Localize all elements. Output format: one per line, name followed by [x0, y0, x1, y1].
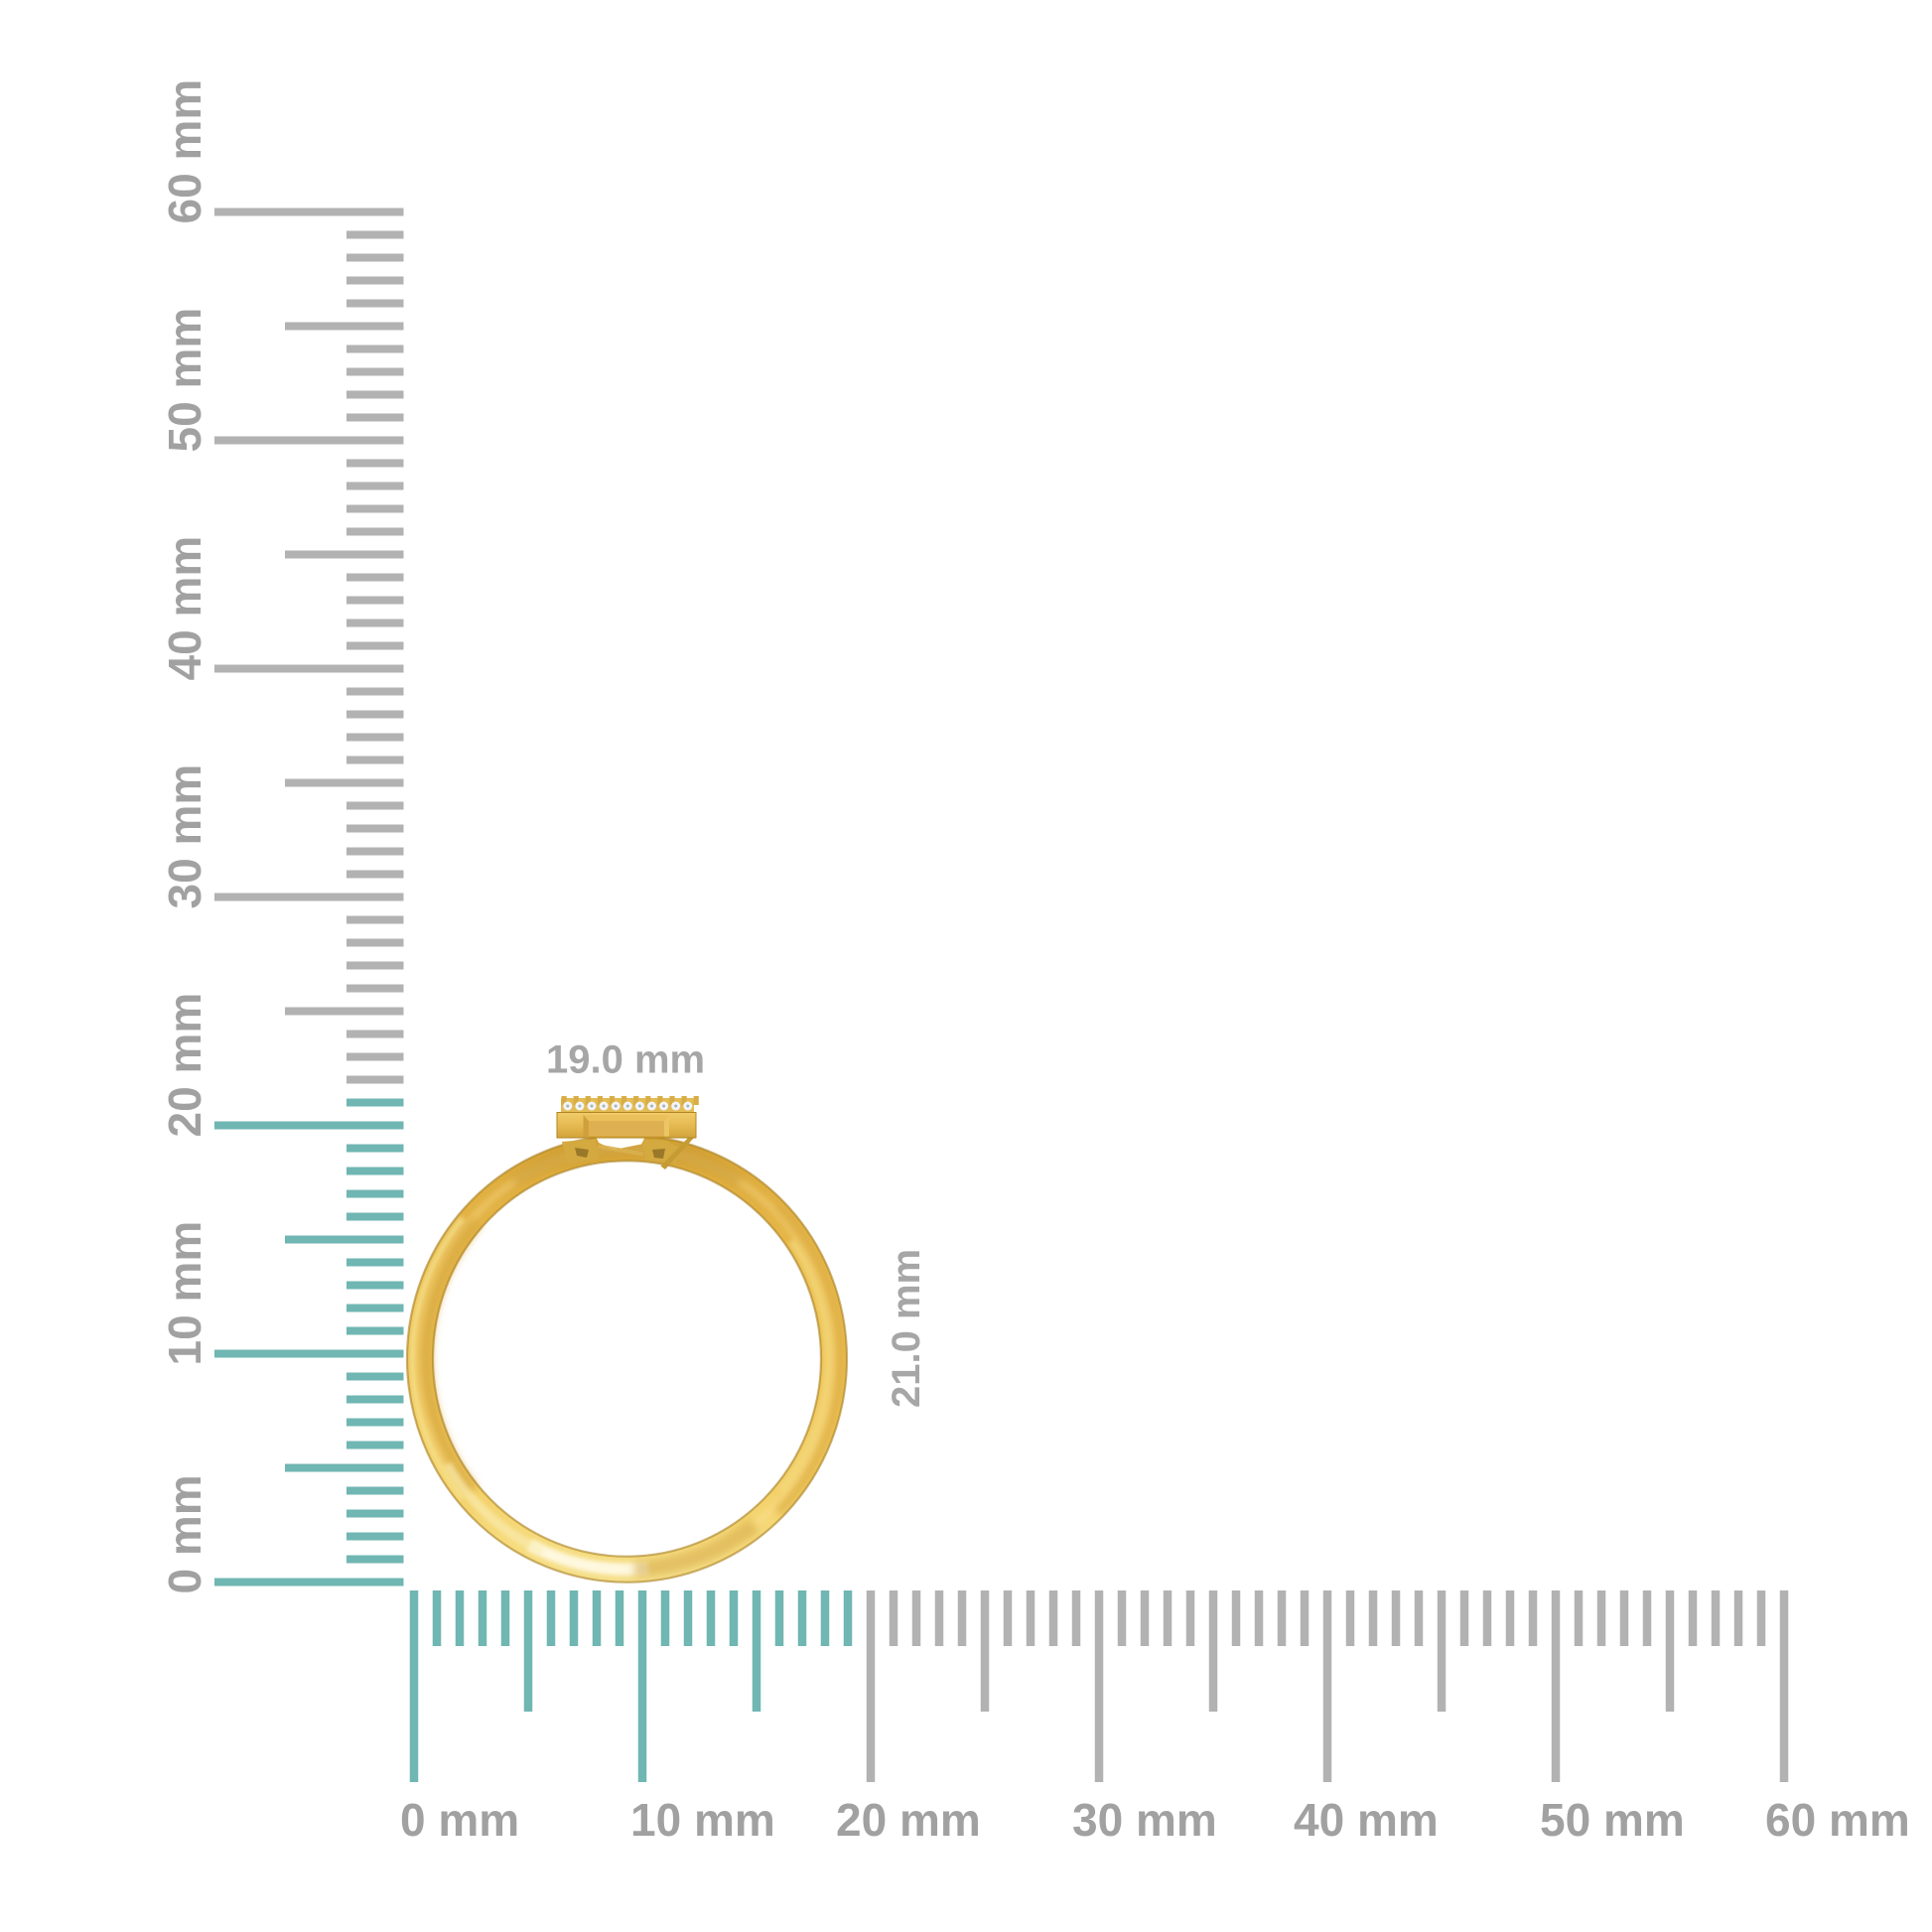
- svg-text:20 mm: 20 mm: [159, 993, 210, 1138]
- svg-text:30 mm: 30 mm: [1072, 1794, 1217, 1846]
- svg-text:50 mm: 50 mm: [159, 308, 210, 453]
- svg-text:50 mm: 50 mm: [1540, 1794, 1685, 1846]
- svg-text:21.0 mm: 21.0 mm: [885, 1249, 928, 1408]
- svg-text:10 mm: 10 mm: [630, 1794, 775, 1846]
- svg-text:40 mm: 40 mm: [159, 536, 210, 681]
- svg-text:60 mm: 60 mm: [1765, 1794, 1910, 1846]
- svg-text:0 mm: 0 mm: [159, 1474, 210, 1593]
- svg-text:0 mm: 0 mm: [400, 1794, 519, 1846]
- svg-text:19.0 mm: 19.0 mm: [546, 1038, 705, 1082]
- svg-text:40 mm: 40 mm: [1294, 1794, 1439, 1846]
- svg-text:20 mm: 20 mm: [836, 1794, 981, 1846]
- svg-text:60 mm: 60 mm: [159, 79, 210, 224]
- svg-text:10 mm: 10 mm: [159, 1221, 210, 1366]
- svg-text:30 mm: 30 mm: [159, 764, 210, 909]
